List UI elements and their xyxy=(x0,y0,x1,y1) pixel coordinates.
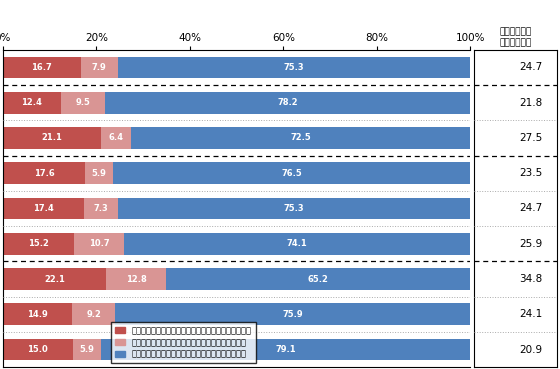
Bar xyxy=(81,56,118,78)
Text: 79.1: 79.1 xyxy=(275,345,296,354)
Text: 34.8: 34.8 xyxy=(519,274,542,284)
Text: 78.2: 78.2 xyxy=(278,98,298,107)
Bar xyxy=(166,268,471,290)
Text: 17.4: 17.4 xyxy=(33,204,54,213)
Bar xyxy=(85,162,113,184)
Bar xyxy=(115,303,470,325)
Text: 24.1: 24.1 xyxy=(519,309,542,319)
Bar xyxy=(3,56,81,78)
Bar xyxy=(101,127,132,149)
Text: 14.9: 14.9 xyxy=(27,310,48,319)
Text: 24.7: 24.7 xyxy=(519,203,542,214)
Bar xyxy=(132,127,470,149)
Bar xyxy=(3,92,61,114)
Bar xyxy=(3,127,101,149)
Bar xyxy=(61,92,105,114)
Text: 5.9: 5.9 xyxy=(91,169,106,178)
Text: 21.1: 21.1 xyxy=(41,134,63,142)
Legend: 家族全員で、一時的に首都圏外に避難したいと感じた, 一部の家族のみ、首都圏外に避難させたいと感じた, 家族の誰も首都圏外へ避難はさせたくないと感じた: 家族全員で、一時的に首都圏外に避難したいと感じた, 一部の家族のみ、首都圏外に避… xyxy=(110,322,255,363)
Text: 12.4: 12.4 xyxy=(21,98,42,107)
Text: 6.4: 6.4 xyxy=(109,134,124,142)
Bar xyxy=(72,303,115,325)
Text: 12.8: 12.8 xyxy=(125,275,146,283)
Text: 21.8: 21.8 xyxy=(519,98,542,108)
Text: 16.7: 16.7 xyxy=(31,63,52,72)
Text: 24.7: 24.7 xyxy=(519,62,542,72)
Text: 23.5: 23.5 xyxy=(519,168,542,178)
Bar xyxy=(105,92,471,114)
Bar xyxy=(3,339,73,361)
Text: 15.0: 15.0 xyxy=(27,345,48,354)
Text: 25.9: 25.9 xyxy=(519,239,542,249)
Text: 7.9: 7.9 xyxy=(92,63,107,72)
Text: 27.5: 27.5 xyxy=(519,133,542,143)
Text: 9.2: 9.2 xyxy=(87,310,101,319)
Bar xyxy=(3,197,84,220)
Text: 75.9: 75.9 xyxy=(283,310,303,319)
Bar xyxy=(3,162,85,184)
Bar xyxy=(100,339,470,361)
Text: 76.5: 76.5 xyxy=(281,169,302,178)
Bar xyxy=(124,233,470,255)
Text: 75.3: 75.3 xyxy=(283,63,304,72)
Bar xyxy=(106,268,166,290)
Bar xyxy=(84,197,118,220)
Text: 72.5: 72.5 xyxy=(291,134,311,142)
Title: 避難したいと
思った（計）: 避難したいと 思った（計） xyxy=(500,28,532,48)
Bar xyxy=(73,339,100,361)
Text: 5.9: 5.9 xyxy=(80,345,94,354)
Bar xyxy=(118,56,470,78)
Bar xyxy=(3,233,74,255)
Text: 17.6: 17.6 xyxy=(34,169,54,178)
Text: 9.5: 9.5 xyxy=(76,98,90,107)
Text: 20.9: 20.9 xyxy=(519,345,542,355)
Text: 15.2: 15.2 xyxy=(28,239,49,248)
Bar xyxy=(3,268,106,290)
Text: 74.1: 74.1 xyxy=(287,239,307,248)
Bar xyxy=(74,233,124,255)
Text: 75.3: 75.3 xyxy=(284,204,305,213)
Text: 10.7: 10.7 xyxy=(88,239,109,248)
Bar xyxy=(118,197,470,220)
Text: 22.1: 22.1 xyxy=(44,275,65,283)
Text: 65.2: 65.2 xyxy=(308,275,329,283)
Bar xyxy=(113,162,470,184)
Text: 7.3: 7.3 xyxy=(94,204,109,213)
Bar xyxy=(3,303,72,325)
